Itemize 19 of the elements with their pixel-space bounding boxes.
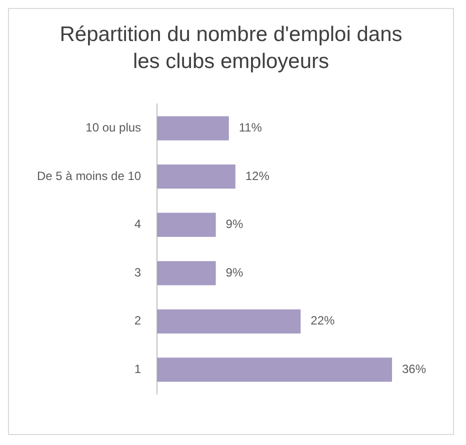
data-label: 36%: [402, 362, 426, 376]
bar: [157, 309, 301, 334]
bar: [157, 261, 216, 286]
data-label: 12%: [245, 168, 270, 183]
bar: [157, 164, 236, 189]
y-tick-label: 3: [134, 265, 142, 280]
y-tick-label: 4: [134, 217, 142, 232]
data-label: 22%: [310, 314, 335, 328]
chart-title: Répartition du nombre d'emploi dans les clubs employeurs: [58, 22, 404, 75]
y-tick-label: 1: [134, 362, 142, 376]
data-label: 9%: [226, 265, 244, 280]
bar: [157, 212, 216, 237]
bar: [157, 358, 392, 382]
data-label: 9%: [226, 217, 244, 232]
y-tick-label: 10 ou plus: [86, 120, 142, 135]
y-tick-label: De 5 à moins de 10: [37, 168, 142, 183]
bar: [157, 116, 229, 140]
data-label: 11%: [238, 120, 262, 135]
y-tick-label: 2: [134, 314, 142, 328]
